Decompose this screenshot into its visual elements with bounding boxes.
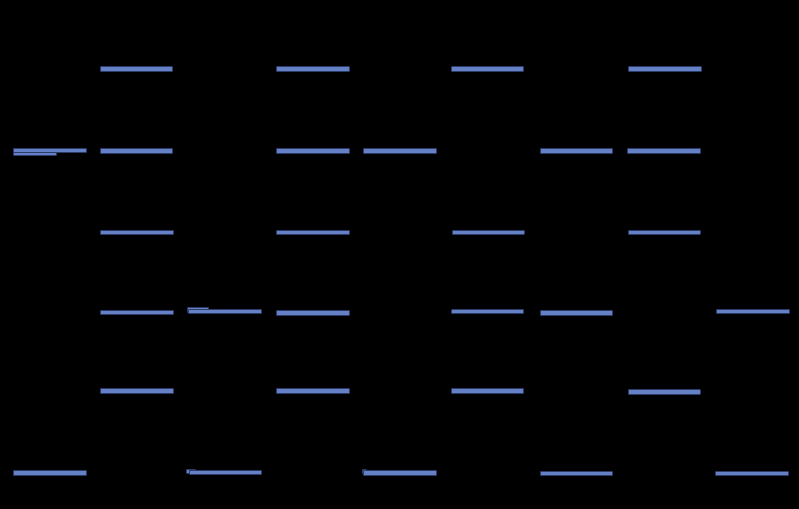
dash-marker (100, 388, 174, 394)
dash-marker (363, 148, 437, 154)
dash-marker (627, 148, 701, 154)
dash-marker (276, 66, 350, 72)
dash-marker (540, 148, 613, 154)
dash-marker (100, 66, 173, 72)
dash-marker (628, 229, 701, 235)
dash-marker (13, 470, 87, 476)
dash-marker (188, 308, 262, 314)
dash-marker (628, 66, 702, 72)
dash-marker (189, 469, 262, 475)
dash-marker (451, 229, 525, 235)
dash-marker (451, 66, 524, 72)
dash-marker (628, 389, 701, 395)
dash-marker (276, 388, 350, 394)
dash-marker (540, 470, 613, 476)
dash-marker (451, 308, 524, 314)
dash-marker (276, 229, 350, 235)
dash-marker (715, 470, 789, 476)
dash-marker (363, 470, 437, 476)
dash-marker (100, 309, 174, 315)
dash-marker (276, 310, 350, 316)
dash-marker (715, 308, 790, 314)
dash-marker (276, 148, 350, 154)
dash-marker (451, 388, 524, 394)
dash-marker (100, 229, 174, 235)
dash-marker (13, 147, 87, 153)
dash-marker (540, 310, 613, 316)
dash-marker (100, 148, 173, 154)
